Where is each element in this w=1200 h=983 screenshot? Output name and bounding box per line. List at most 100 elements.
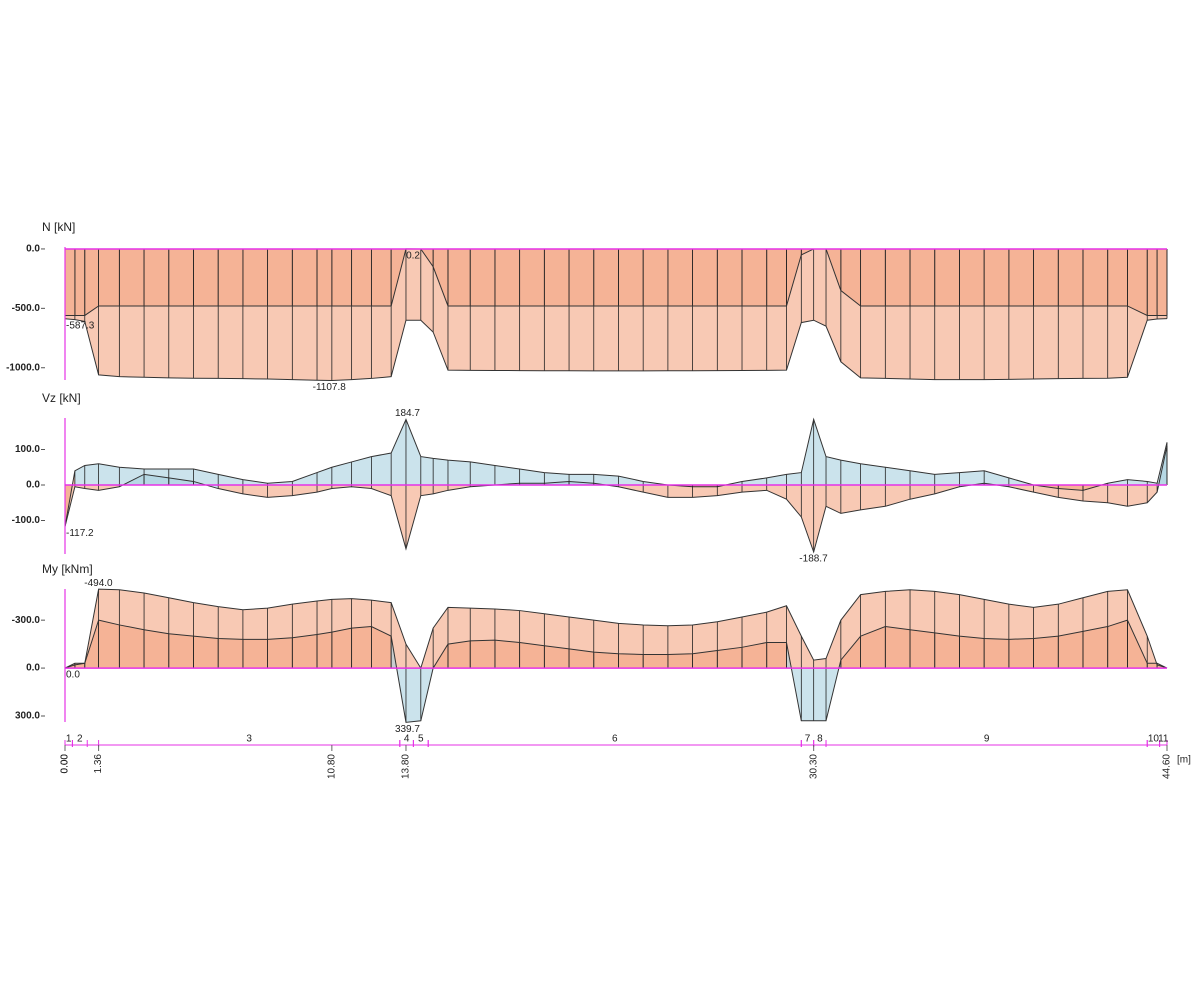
force-strip	[519, 469, 545, 485]
force-strip	[840, 485, 861, 514]
force-strip	[860, 485, 886, 510]
force-strip	[885, 626, 911, 669]
force-strip	[494, 465, 520, 485]
y-tick-label: 0.0	[26, 244, 40, 255]
force-strip	[1147, 248, 1158, 316]
force-strip	[1082, 248, 1108, 306]
y-tick-label: -100.0	[12, 515, 41, 526]
force-strip	[494, 640, 520, 669]
force-strip	[267, 637, 293, 669]
x-tick-label: 30.30	[808, 754, 819, 779]
force-strip	[569, 248, 594, 306]
force-strip	[692, 650, 718, 669]
force-strip	[391, 485, 406, 549]
force-strip	[351, 626, 372, 669]
force-strip	[433, 458, 448, 485]
extreme-label: -587.3	[66, 320, 95, 331]
force-strip	[65, 248, 75, 316]
force-strip	[351, 456, 372, 485]
force-strip	[1008, 638, 1034, 669]
force-strip	[984, 638, 1009, 669]
force-strip	[717, 647, 743, 669]
force-strip	[144, 248, 169, 306]
x-tick-label: 13.80	[401, 754, 412, 779]
force-strip	[667, 653, 693, 669]
x-tick-label: 1.36	[93, 754, 104, 774]
force-strip	[643, 248, 668, 306]
force-strip	[826, 485, 841, 514]
force-strip	[544, 645, 570, 669]
force-strip	[885, 248, 911, 306]
force-strip	[193, 469, 219, 485]
member-label: 7	[805, 734, 811, 745]
force-strip	[1058, 631, 1083, 669]
force-strip	[405, 485, 421, 549]
force-strip	[618, 476, 644, 485]
force-strip	[1107, 485, 1128, 507]
force-strip	[168, 248, 194, 306]
force-strip	[618, 248, 644, 306]
y-tick-label: 100.0	[15, 444, 40, 455]
force-strip	[1127, 479, 1148, 485]
force-strip	[1008, 248, 1034, 306]
y-tick-label: 0.0	[26, 480, 40, 491]
force-strip	[593, 474, 619, 485]
x-unit: [m]	[1177, 755, 1191, 766]
force-strip	[218, 248, 243, 306]
force-strip	[1147, 485, 1158, 503]
force-strip	[470, 461, 495, 485]
force-strip	[405, 668, 421, 723]
force-strip	[292, 248, 318, 306]
force-strip	[1107, 620, 1128, 669]
force-strip	[860, 626, 886, 669]
panel-title: My [kNm]	[42, 562, 93, 576]
force-strip	[766, 248, 787, 306]
force-strip	[168, 477, 194, 485]
force-strip	[1147, 663, 1158, 669]
force-strip	[119, 624, 145, 669]
force-strip	[420, 485, 434, 496]
force-strip	[447, 460, 471, 485]
extreme-label: 0.0	[66, 670, 80, 681]
member-label: 4	[404, 734, 410, 745]
force-strip	[786, 605, 802, 669]
force-strip	[910, 248, 935, 306]
force-strip	[317, 485, 332, 493]
force-strip	[405, 248, 421, 321]
force-strip	[420, 248, 434, 333]
force-strip	[766, 485, 787, 500]
force-strip	[317, 632, 332, 669]
force-strip	[786, 485, 802, 517]
force-strip	[910, 470, 935, 485]
force-strip	[371, 626, 392, 669]
force-strip	[840, 460, 861, 485]
panel-title: Vz [kN]	[42, 391, 81, 405]
force-strip	[371, 453, 392, 485]
force-strip	[98, 620, 120, 669]
force-strip	[667, 248, 693, 306]
force-strip	[826, 456, 841, 485]
force-strip	[692, 485, 718, 498]
force-strip	[934, 472, 960, 485]
force-strip	[840, 636, 861, 669]
member-label: 9	[984, 734, 990, 745]
force-strip	[813, 485, 827, 552]
envelope-line	[64, 417, 1168, 527]
force-strip	[242, 248, 268, 306]
member-label: 5	[418, 734, 424, 745]
force-strip	[391, 602, 406, 669]
force-strip	[447, 248, 471, 306]
extreme-label: -117.2	[66, 528, 94, 539]
force-strip	[519, 248, 545, 306]
force-strip	[98, 248, 120, 306]
force-strip	[860, 463, 886, 485]
force-strip	[119, 248, 145, 306]
force-strip	[84, 248, 99, 316]
force-strip	[813, 248, 827, 327]
member-label: 11	[1158, 734, 1169, 745]
force-strip	[801, 248, 814, 323]
y-tick-label: 300.0	[15, 711, 40, 722]
member-label: 3	[246, 734, 252, 745]
force-strip	[1107, 248, 1128, 306]
force-strip	[84, 463, 99, 485]
